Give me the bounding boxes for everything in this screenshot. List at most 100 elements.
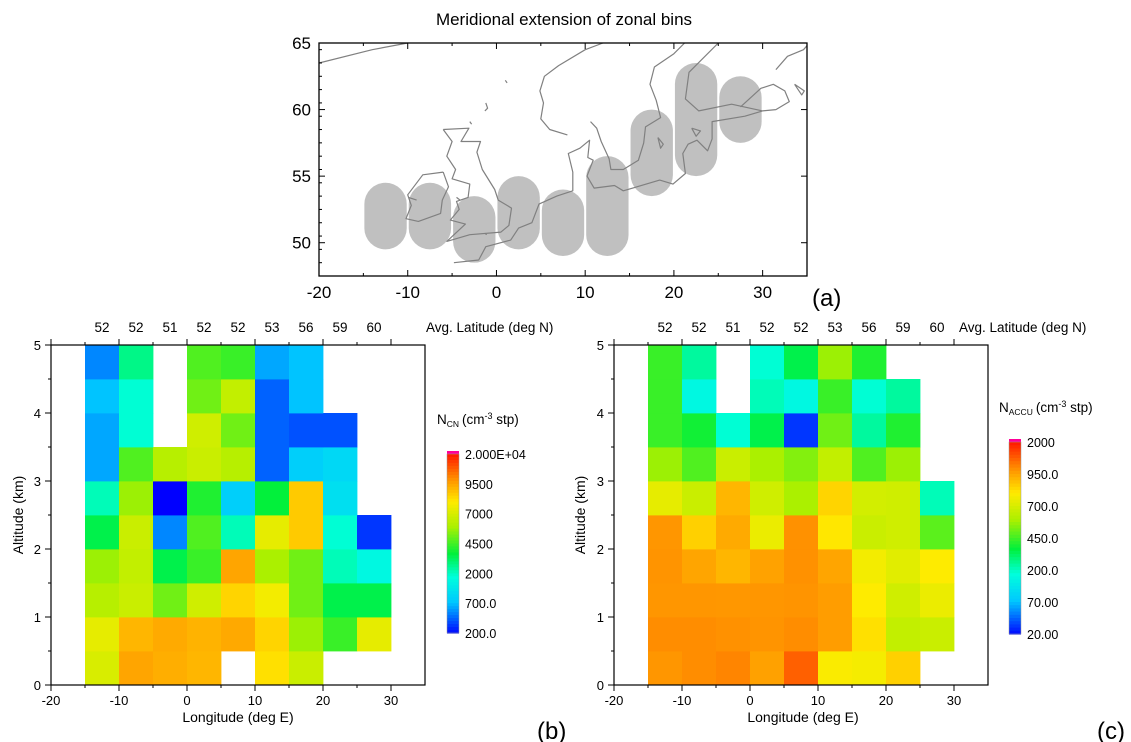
heatmap-cell-b	[187, 515, 222, 550]
legend-title-b: NCN (cm-3 stp)	[437, 411, 519, 429]
legend-label-c: 20.00	[1027, 628, 1058, 642]
top-latitude-label-c: 59	[895, 320, 910, 335]
heatmap-cell-c	[852, 651, 887, 686]
heatmap-cell-c	[682, 379, 717, 414]
heatmap-cell-c	[818, 345, 853, 380]
top-axis-label-c: Avg. Latitude (deg N)	[959, 320, 1086, 335]
legend-swatch-b	[447, 495, 459, 500]
heatmap-cell-b	[85, 515, 120, 550]
legend-swatch-b	[447, 594, 459, 598]
y-tick-label-b: 5	[34, 338, 41, 353]
legend-swatch-c	[1009, 442, 1021, 446]
coastline-5	[684, 42, 763, 112]
heatmap-cell-c	[716, 413, 751, 448]
heatmap-cell-c	[682, 583, 717, 618]
heatmap-cell-b	[323, 447, 358, 482]
heatmap-cell-c	[750, 481, 785, 516]
zonal-bin-2	[408, 182, 452, 250]
legend-swatch-c	[1009, 602, 1021, 606]
heatmap-cell-b	[357, 583, 392, 618]
heatmap-cell-c	[784, 447, 819, 482]
heatmap-cell-b	[357, 617, 392, 652]
heatmap-cell-c	[784, 651, 819, 686]
heatmap-cell-c	[716, 481, 751, 516]
heatmap-cell-c	[818, 549, 853, 584]
coastline-12	[794, 83, 805, 96]
legend-swatch-b	[447, 597, 459, 601]
panel-b: -20 -10 0 10 20 30 0 1 2 3 4 5 52 52 51 52 52 53 56 59 60 Av…	[10, 320, 566, 742]
legend-swatch-c	[1009, 509, 1021, 513]
legend-swatch-b	[447, 465, 459, 470]
heatmap-cell-c	[920, 549, 955, 584]
legend-swatch-c	[1009, 573, 1021, 577]
legend-swatch-c	[1009, 538, 1021, 542]
heatmap-cell-b	[85, 583, 120, 618]
heatmap-cell-b	[289, 447, 324, 482]
legend-label-b: 700.0	[465, 597, 496, 611]
legend-swatch-b	[447, 603, 459, 607]
axes-c: -20 -10 0 10 20 30 0 1 2 3 4 5 52 52 51 52 52 53 56 59 60	[597, 320, 961, 708]
top-latitude-label-b: 52	[196, 320, 211, 335]
legend-overflow-swatch-b	[447, 451, 459, 454]
heatmap-cell-c	[886, 413, 921, 448]
heatmap-cell-c	[852, 583, 887, 618]
y-tick-label-c: 2	[597, 542, 604, 557]
map-y-tick-label: 55	[292, 167, 311, 186]
heatmap-cell-b	[119, 515, 154, 550]
legend-swatch-b	[447, 615, 459, 619]
legend-swatch-b	[447, 582, 459, 586]
heatmap-cell-c	[784, 379, 819, 414]
heatmap-cell-b	[221, 379, 256, 414]
heatmap-cell-c	[852, 481, 887, 516]
x-tick-label-b: 10	[248, 693, 262, 708]
y-tick-label-b: 1	[34, 610, 41, 625]
zonal-bin-6	[586, 156, 629, 257]
heatmap-cell-c	[648, 345, 683, 380]
legend-swatch-b	[447, 462, 459, 467]
legend-label-b: 4500	[465, 538, 493, 552]
heatmap-cells-c	[648, 345, 955, 686]
y-tick-label-b: 3	[34, 474, 41, 489]
coastline-13	[408, 196, 417, 201]
legend-title-c: NACCU (cm-3 stp)	[999, 399, 1093, 417]
legend-swatch-b	[447, 531, 459, 536]
legend-swatch-c	[1009, 589, 1021, 593]
heatmap-cell-c	[648, 549, 683, 584]
legend-swatch-b	[447, 459, 459, 464]
legend-swatch-b	[447, 630, 459, 634]
legend-label-c: 700.0	[1027, 500, 1058, 514]
heatmap-cell-b	[119, 413, 154, 448]
coastline-18	[469, 121, 473, 125]
heatmap-cell-b	[221, 583, 256, 618]
legend-swatch-b	[447, 567, 459, 571]
legend-swatch-b	[447, 468, 459, 473]
heatmap-cell-c	[682, 651, 717, 686]
heatmap-cell-b	[255, 549, 290, 584]
legend-swatch-b	[447, 558, 459, 562]
heatmap-cell-c	[716, 515, 751, 550]
y-tick-label-c: 3	[597, 474, 604, 489]
legend-swatch-b	[447, 486, 459, 491]
legend-swatch-b	[447, 492, 459, 497]
legend-swatch-b	[447, 591, 459, 595]
heatmap-cell-c	[784, 583, 819, 618]
x-tick-label-b: -10	[110, 693, 129, 708]
heatmap-cell-b	[119, 617, 154, 652]
heatmap-cell-c	[886, 515, 921, 550]
heatmap-cell-b	[323, 515, 358, 550]
legend-swatch-c	[1009, 531, 1021, 536]
legend-swatch-b	[447, 510, 459, 515]
coastline-1	[318, 42, 408, 64]
heatmap-cell-c	[682, 481, 717, 516]
heatmap-cell-b	[153, 515, 188, 550]
map-x-tick-label: -10	[395, 283, 420, 302]
heatmap-cell-b	[85, 447, 120, 482]
heatmap-cell-b	[323, 617, 358, 652]
x-tick-label-c: 20	[879, 693, 893, 708]
heatmap-cell-b	[255, 413, 290, 448]
heatmap-cell-c	[886, 549, 921, 584]
heatmap-cell-c	[784, 515, 819, 550]
legend-label-b: 9500	[465, 478, 493, 492]
legend-swatch-c	[1009, 506, 1021, 510]
x-tick-label-b: 20	[316, 693, 330, 708]
